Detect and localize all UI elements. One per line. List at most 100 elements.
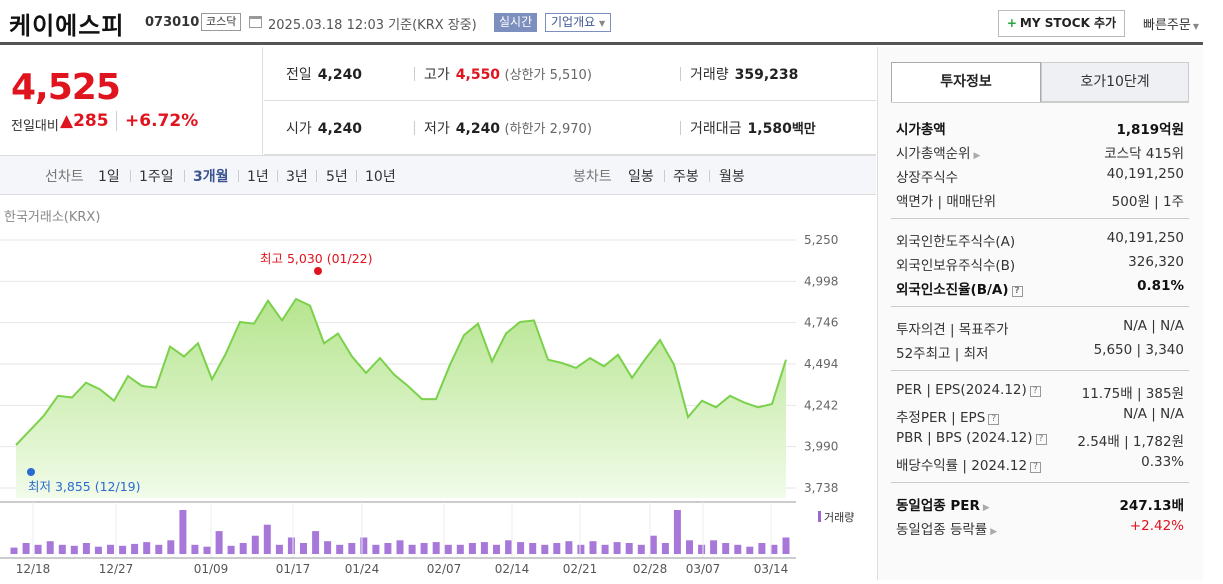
info-row: 배당수익률 | 2024.12? 0.33% [896,454,1184,478]
volume-bar [94,546,102,554]
volume-bar [661,543,669,554]
x-tick-label: 02/14 [495,562,530,576]
volume-bar [227,545,235,555]
period-1d[interactable]: 1일 [98,169,120,185]
volume-bar [541,544,549,554]
period-1w[interactable]: 1주일 [139,169,174,185]
info-value: 500원 | 1주 [1111,194,1184,210]
stock-header: 케이에스피 073010 코스닥 2025.03.18 12:03 기준(KRX… [0,0,1203,45]
volume-bar [589,541,597,554]
chevron-right-icon: ▶ [982,503,990,513]
market-badge: 코스닥 [201,13,242,31]
trade-amount: 거래대금 1,580백만 [690,121,816,137]
volume-bar [46,541,54,554]
volume-legend: 거래량 [824,511,854,524]
volume-bar [396,540,404,555]
chevron-down-icon: ▼ [1192,22,1199,31]
volume-bar [686,540,693,555]
info-row: PBR | BPS (2024.12)? 2.54배 | 1,782원 [896,430,1184,454]
x-tick-label: 12/27 [99,562,134,576]
volume-bar [444,544,452,554]
volume-bar [58,544,66,554]
company-overview-dropdown[interactable]: 기업개요 ▼ [545,13,612,32]
period-3y[interactable]: 3년 [286,169,308,185]
x-tick-label: 02/07 [427,562,462,576]
candle-daily[interactable]: 일봉 [628,169,654,185]
y-tick-label: 4,746 [804,316,838,330]
info-label: 외국인소진율(B/A)? [896,278,1023,298]
info-value: +2.42% [1129,518,1184,534]
info-label: 52주최고 | 최저 [896,346,989,362]
volume-legend-swatch [818,511,821,522]
info-label: 배당수익률 | 2024.12? [896,454,1042,474]
volume-bar [601,544,609,554]
summary-row-1: 전일 4,240 고가 4,550 (상한가 5,510) 거래량 359,238 [264,47,876,101]
period-1y[interactable]: 1년 [247,169,269,185]
info-value: 5,650 | 3,340 [1093,342,1184,358]
info-value: 40,191,250 [1106,166,1184,182]
volume-bar [300,543,307,554]
price-change-percent: +6.72% [116,111,198,131]
help-icon[interactable]: ? [1011,286,1023,297]
candle-monthly[interactable]: 월봉 [719,169,745,185]
price-chart-svg: 5,250 4,998 4,746 4,494 4,242 3,990 3,738 최고 5… [0,233,854,576]
volume-bar [758,543,766,554]
volume-bar [565,541,573,554]
info-label: PBR | BPS (2024.12)? [896,430,1047,446]
change-label: 전일대비 [11,119,59,134]
price-line [15,297,787,446]
volume-bar [348,543,356,554]
volume-bar [710,540,718,555]
candle-chart-label: 봉차트 [573,169,612,185]
info-row[interactable]: 동일업종 등락률 ▶ +2.42% [896,518,1184,542]
realtime-button[interactable]: 실시간 [494,13,538,32]
quick-order-button[interactable]: 빠른주문 ▼ [1143,18,1199,33]
volume-bar [637,544,645,554]
info-row[interactable]: 시가총액순위 ▶ 코스닥 415위 [896,142,1184,166]
volume-bar [119,545,127,555]
high-point-marker [314,267,322,275]
info-row: 외국인보유주식수(B) 326,320 [896,254,1184,278]
info-value: 1,819억원 [1116,122,1184,138]
volume-bar [287,537,295,554]
info-row: 상장주식수 40,191,250 [896,166,1184,190]
tab-investment-info[interactable]: 투자정보 [891,62,1041,102]
info-value: 40,191,250 [1106,230,1184,246]
period-10y[interactable]: 10년 [365,169,396,185]
volume-bar [577,544,585,554]
period-3m[interactable]: 3개월 [193,169,229,185]
help-icon[interactable]: ? [988,414,1000,425]
info-label: 외국인한도주식수(A) [896,234,1016,250]
volume-bar [203,546,211,554]
help-icon[interactable]: ? [1030,462,1042,473]
tab-order-book[interactable]: 호가10단계 [1041,62,1189,102]
volume-bar [70,545,78,555]
candle-weekly[interactable]: 주봉 [673,169,699,185]
current-price: 4,525 [11,67,121,108]
info-value: 326,320 [1128,254,1184,270]
info-row[interactable]: 동일업종 PER ▶ 247.13배 [896,494,1184,518]
help-icon[interactable]: ? [1035,434,1047,445]
x-tick-label: 02/28 [633,562,668,576]
day-high: 고가 4,550 (상한가 5,510) [424,67,592,83]
volume-bar [251,535,259,554]
info-label: 시가총액 [896,122,946,138]
volume-bar [698,544,706,554]
info-label: 투자의견 | 목표주가 [896,322,1009,338]
volume-bar [420,543,428,554]
help-icon[interactable]: ? [1029,386,1041,397]
volume-bar [384,543,392,554]
price-change: ▲285 [60,111,109,131]
info-value: 0.33% [1141,454,1184,470]
volume-bar [613,542,621,554]
add-my-stock-button[interactable]: + MY STOCK 추가 [998,10,1125,37]
period-5y[interactable]: 5년 [326,169,348,185]
low-point-marker [27,468,35,476]
volume-bar [131,543,139,554]
summary-row-2: 시가 4,240 저가 4,240 (하한가 2,970) 거래대금 1,580백만 [264,101,876,155]
volume-bar [275,544,283,554]
info-row: 액면가 | 매매단위 500원 | 1주 [896,190,1184,214]
info-label: 추정PER | EPS? [896,406,1000,426]
volume-bar [493,544,500,554]
info-value: 247.13배 [1119,498,1184,514]
